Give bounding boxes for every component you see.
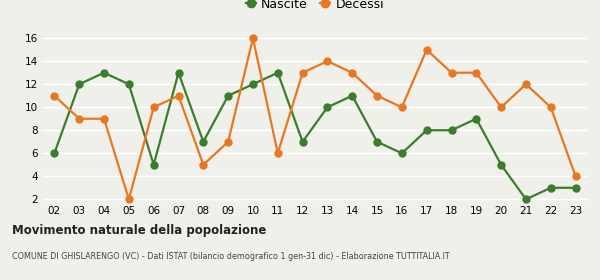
Nascite — [398, 151, 406, 155]
Decessi — [125, 198, 133, 201]
Text: Movimento naturale della popolazione: Movimento naturale della popolazione — [12, 224, 266, 237]
Nascite — [373, 140, 380, 143]
Nascite — [200, 140, 207, 143]
Nascite — [224, 94, 232, 97]
Decessi — [299, 71, 306, 74]
Decessi — [448, 71, 455, 74]
Nascite — [100, 71, 107, 74]
Nascite — [473, 117, 480, 120]
Nascite — [349, 94, 356, 97]
Decessi — [100, 117, 107, 120]
Line: Nascite: Nascite — [51, 69, 579, 203]
Nascite — [175, 71, 182, 74]
Decessi — [175, 94, 182, 97]
Nascite — [125, 83, 133, 86]
Nascite — [448, 129, 455, 132]
Decessi — [76, 117, 83, 120]
Nascite — [423, 129, 430, 132]
Decessi — [398, 106, 406, 109]
Decessi — [572, 175, 579, 178]
Decessi — [473, 71, 480, 74]
Decessi — [274, 151, 281, 155]
Decessi — [497, 106, 505, 109]
Decessi — [150, 106, 157, 109]
Legend: Nascite, Decessi: Nascite, Decessi — [241, 0, 389, 16]
Nascite — [523, 198, 530, 201]
Text: COMUNE DI GHISLARENGO (VC) - Dati ISTAT (bilancio demografico 1 gen-31 dic) - El: COMUNE DI GHISLARENGO (VC) - Dati ISTAT … — [12, 252, 449, 261]
Decessi — [423, 48, 430, 52]
Decessi — [373, 94, 380, 97]
Nascite — [51, 151, 58, 155]
Nascite — [274, 71, 281, 74]
Decessi — [200, 163, 207, 166]
Nascite — [299, 140, 306, 143]
Nascite — [497, 163, 505, 166]
Line: Decessi: Decessi — [51, 35, 579, 203]
Decessi — [51, 94, 58, 97]
Decessi — [523, 83, 530, 86]
Nascite — [150, 163, 157, 166]
Nascite — [250, 83, 257, 86]
Decessi — [547, 106, 554, 109]
Decessi — [224, 140, 232, 143]
Nascite — [547, 186, 554, 190]
Nascite — [572, 186, 579, 190]
Decessi — [250, 36, 257, 40]
Nascite — [76, 83, 83, 86]
Nascite — [324, 106, 331, 109]
Decessi — [349, 71, 356, 74]
Decessi — [324, 60, 331, 63]
